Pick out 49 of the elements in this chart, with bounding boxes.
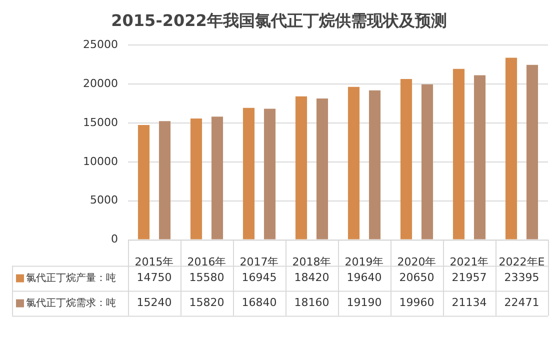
bar: [316, 98, 328, 240]
x-tick-label: 2020年: [397, 255, 436, 268]
y-tick-label: 15000: [83, 116, 118, 129]
x-tick-label: 2017年: [240, 255, 279, 268]
bar: [348, 86, 360, 240]
x-tick-label: 2015年: [134, 255, 174, 268]
bar: [158, 121, 171, 240]
bar: [474, 75, 486, 240]
bar: [421, 84, 434, 240]
bar: [242, 108, 255, 240]
data-label: 15820: [189, 296, 224, 310]
data-label: 22471: [504, 296, 540, 310]
data-label: 19190: [346, 296, 382, 310]
x-tick-label: 2016年: [187, 255, 226, 268]
y-tick-label: 5000: [90, 194, 118, 207]
data-label: 15580: [189, 271, 224, 284]
y-tick-label: 20000: [83, 76, 118, 90]
x-tick-label: 2018年: [292, 255, 332, 268]
data-label: 16945: [242, 271, 277, 284]
data-label: 18420: [294, 271, 330, 284]
bar: [452, 68, 465, 240]
data-label: 20650: [399, 271, 434, 284]
bar: [211, 116, 224, 240]
y-tick-label: 25000: [83, 38, 118, 52]
x-tick-label: 2019年: [344, 255, 384, 268]
legend-label: 氯代正丁烷需求：吨: [26, 296, 116, 309]
y-tick-label: 0: [111, 232, 118, 246]
bar: [526, 64, 538, 240]
data-label: 19640: [346, 271, 382, 284]
bar: [295, 96, 308, 240]
bar: [138, 124, 150, 240]
chart-title: 2015-2022年我国氯代正丁烷供需现状及预测: [111, 10, 447, 30]
bar: [505, 58, 518, 240]
x-tick-label: 2022年E: [498, 255, 545, 268]
bar: [190, 118, 202, 240]
x-tick-label: 2021年: [450, 255, 489, 268]
data-label: 14750: [136, 271, 172, 284]
legend-label: 氯代正丁烷产量：吨: [26, 272, 116, 284]
y-tick-label: 10000: [83, 154, 118, 168]
bar: [264, 108, 276, 240]
bar: [368, 90, 381, 240]
data-label: 23395: [504, 271, 540, 284]
data-label: 21957: [452, 271, 487, 284]
bar: [400, 79, 412, 240]
data-label: 15240: [136, 296, 172, 310]
data-label: 21134: [452, 296, 487, 310]
data-label: 16840: [242, 296, 277, 310]
data-label: 18160: [294, 296, 330, 310]
data-label: 19960: [399, 296, 434, 310]
